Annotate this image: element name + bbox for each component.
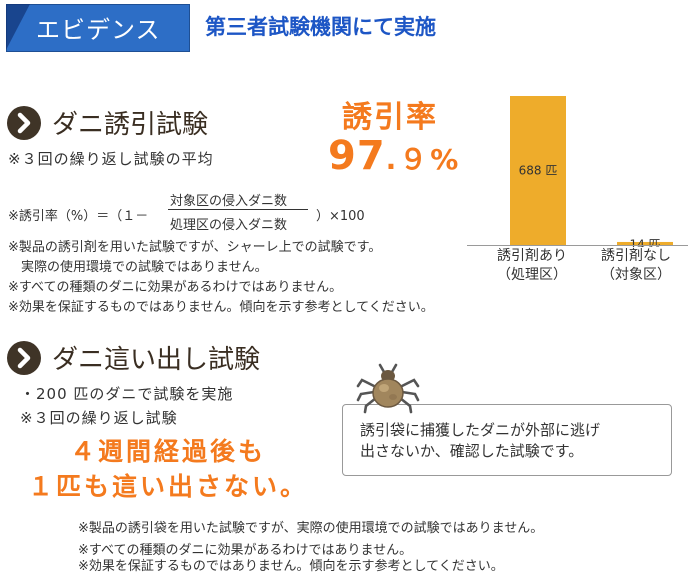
result-highlight: ４週間経過後も １匹も這い出さない。 [8, 434, 328, 504]
rate-decimal: .９% [385, 143, 462, 176]
chevron-right-icon [7, 106, 41, 140]
header-title: 第三者試験機関にて実施 [205, 15, 436, 39]
result-highlight-line: １匹も這い出さない。 [27, 472, 308, 501]
bar-control [617, 241, 673, 245]
attract-test-title: ダニ誘引試験 [52, 110, 209, 140]
explanation-bubble [342, 404, 672, 476]
crawl-test-note: ・200 匹のダニで試験を実施 [20, 385, 234, 403]
rate-integer: 97 [328, 133, 386, 179]
explanation-line: 出さないか、確認した試験です。 [360, 442, 584, 460]
tag-corner-accent [6, 4, 30, 50]
attract-disclaimer: ※すべての種類のダニに効果があるわけではありません。 [8, 280, 343, 295]
evidence-tag [6, 4, 190, 52]
evidence-tag-label: エビデンス [36, 16, 161, 44]
crawl-test-title: ダニ這い出し試験 [52, 345, 261, 375]
fraction-line [168, 209, 308, 210]
crawl-test-note: ※３回の繰り返し試験 [20, 409, 178, 427]
category-label-control: 誘引剤なし （対象区） [581, 247, 691, 285]
crawl-disclaimer: ※すべての種類のダニに効果があるわけではありません。 [78, 543, 413, 558]
bar-label-treated: 688 匹 [519, 164, 558, 178]
rate-value: 97.９% [328, 133, 461, 179]
category-label-line: 誘引剤あり [497, 248, 567, 264]
category-label-line: （対象区） [601, 267, 671, 283]
formula-numerator: 対象区の侵入ダニ数 [170, 194, 288, 209]
category-label-treated: 誘引剤あり （処理区） [477, 247, 587, 285]
category-label-line: 誘引剤なし [601, 248, 671, 264]
rate-label: 誘引率 [342, 100, 438, 135]
result-highlight-line: ４週間経過後も [69, 437, 266, 466]
attract-disclaimer: ※製品の誘引剤を用いた試験ですが、シャーレ上での試験です。 [8, 240, 382, 255]
bar-label-control: 14 匹 [629, 237, 660, 247]
crawl-disclaimer: ※効果を保証するものではありません。傾向を示す参考としてください。 [78, 559, 504, 574]
category-label-line: （処理区） [497, 267, 567, 283]
attraction-bar-chart: 688 匹 14 匹 [467, 96, 688, 247]
bar-treated [510, 96, 566, 245]
explanation-line: 誘引袋に捕獲したダニが外部に逃げ [360, 421, 601, 439]
mite-icon [356, 363, 420, 414]
chevron-right-icon [7, 341, 41, 375]
formula-prefix: ※誘引率（%）＝（１－ [8, 209, 149, 224]
attract-test-note: ※３回の繰り返し試験の平均 [8, 150, 214, 168]
explanation-text: 誘引袋に捕獲したダニが外部に逃げ 出さないか、確認した試験です。 [360, 420, 660, 462]
formula-denominator: 処理区の侵入ダニ数 [170, 218, 288, 233]
crawl-disclaimer: ※製品の誘引袋を用いた試験ですが、実際の使用環境での試験ではありません。 [78, 521, 544, 536]
attract-disclaimer: 実際の使用環境での試験ではありません。 [8, 260, 268, 275]
attract-disclaimer: ※効果を保証するものではありません。傾向を示す参考としてください。 [8, 300, 434, 315]
formula-suffix: ）×100 [316, 209, 365, 224]
